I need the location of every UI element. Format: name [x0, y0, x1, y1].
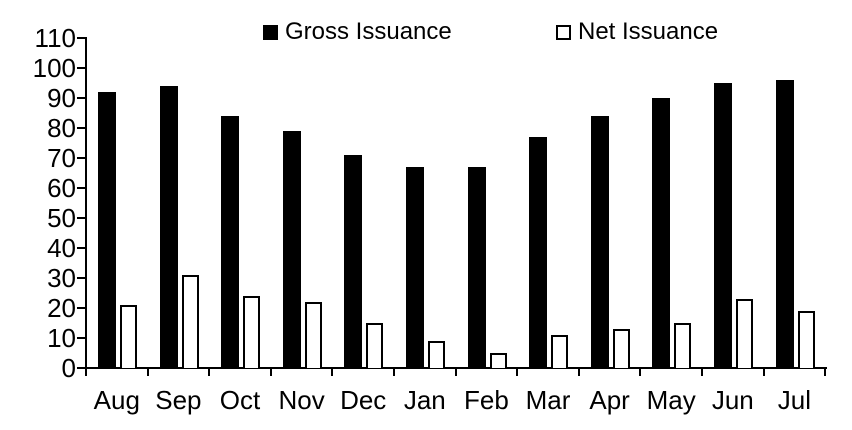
bar-gross-issuance-mar [529, 137, 547, 368]
y-tick-label-20: 20 [47, 293, 76, 323]
x-tick-5 [393, 369, 395, 376]
bar-gross-issuance-may [652, 98, 670, 368]
bar-net-issuance-nov [305, 302, 322, 368]
bar-gross-issuance-aug [98, 92, 116, 368]
x-category-label-apr: Apr [589, 385, 630, 415]
bar-gross-issuance-dec [344, 155, 362, 368]
x-category-label-sep: Sep [155, 385, 202, 415]
bar-net-issuance-apr [613, 329, 630, 368]
bar-gross-issuance-sep [160, 86, 178, 368]
x-tick-4 [331, 369, 334, 376]
x-tick-0 [85, 369, 87, 376]
bar-net-issuance-jan [428, 341, 445, 368]
bar-net-issuance-sep [182, 275, 199, 368]
legend-item-gross-issuance: Gross Issuance [263, 18, 452, 45]
y-tick-label-40: 40 [47, 233, 76, 263]
y-tick-20 [77, 307, 86, 309]
y-tick-80 [77, 127, 86, 129]
bar-gross-issuance-jan [406, 167, 424, 368]
x-tick-6 [454, 369, 457, 376]
y-tick-30 [77, 277, 86, 279]
y-tick-0 [77, 367, 86, 369]
y-tick-50 [77, 217, 86, 219]
bar-net-issuance-mar [551, 335, 568, 368]
legend-item-net-issuance: Net Issuance [556, 18, 719, 45]
bar-net-issuance-jul [798, 311, 815, 368]
x-category-label-jan: Jan [403, 385, 446, 415]
x-category-label-may: May [646, 385, 696, 415]
x-tick-10 [701, 369, 703, 376]
bar-net-issuance-oct [243, 296, 260, 368]
gross-issuance-swatch-icon [263, 24, 278, 40]
bar-net-issuance-dec [366, 323, 383, 368]
bar-gross-issuance-oct [221, 116, 239, 368]
y-tick-label-60: 60 [47, 173, 76, 203]
x-tick-7 [516, 369, 519, 376]
y-tick-label-80: 80 [47, 113, 76, 143]
net-issuance-swatch-icon [556, 24, 571, 40]
x-tick-12 [824, 369, 827, 376]
x-tick-1 [146, 369, 149, 376]
bar-net-issuance-aug [120, 305, 137, 368]
y-axis-line [85, 37, 87, 369]
x-tick-11 [762, 369, 765, 376]
y-tick-90 [77, 97, 86, 99]
bar-net-issuance-jun [736, 299, 753, 368]
y-tick-label-10: 10 [47, 323, 76, 353]
bar-gross-issuance-jun [714, 83, 732, 368]
x-category-label-feb: Feb [463, 385, 509, 415]
y-tick-label-30: 30 [47, 263, 76, 293]
y-tick-100 [77, 67, 86, 69]
y-tick-60 [77, 187, 86, 189]
x-category-label-aug: Aug [93, 385, 140, 415]
legend-label-gross-issuance: Gross Issuance [285, 18, 452, 45]
x-category-label-oct: Oct [219, 385, 261, 415]
y-tick-110 [77, 37, 86, 39]
x-category-label-mar: Mar [525, 385, 571, 415]
bar-gross-issuance-apr [591, 116, 609, 368]
x-axis-line [77, 367, 827, 369]
bar-gross-issuance-feb [468, 167, 486, 368]
y-tick-label-50: 50 [47, 203, 76, 233]
y-tick-label-70: 70 [47, 143, 76, 173]
y-tick-10 [77, 337, 86, 339]
x-tick-9 [639, 369, 642, 376]
x-tick-8 [577, 369, 580, 376]
y-tick-label-0: 0 [61, 353, 76, 383]
x-category-label-nov: Nov [278, 385, 325, 415]
y-tick-label-90: 90 [47, 83, 76, 113]
y-tick-label-110: 110 [34, 23, 76, 53]
bar-net-issuance-feb [490, 353, 507, 368]
x-category-label-jun: Jun [711, 385, 754, 415]
bar-gross-issuance-nov [283, 131, 301, 368]
x-category-label-dec: Dec [340, 385, 387, 415]
y-tick-70 [77, 157, 86, 159]
legend-label-net-issuance: Net Issuance [578, 18, 719, 45]
bar-net-issuance-may [674, 323, 691, 368]
bar-gross-issuance-jul [776, 80, 794, 368]
y-tick-label-100: 100 [32, 53, 76, 83]
x-category-label-jul: Jul [777, 385, 812, 415]
x-tick-3 [269, 369, 272, 376]
x-tick-2 [208, 369, 211, 376]
y-tick-40 [77, 247, 86, 249]
